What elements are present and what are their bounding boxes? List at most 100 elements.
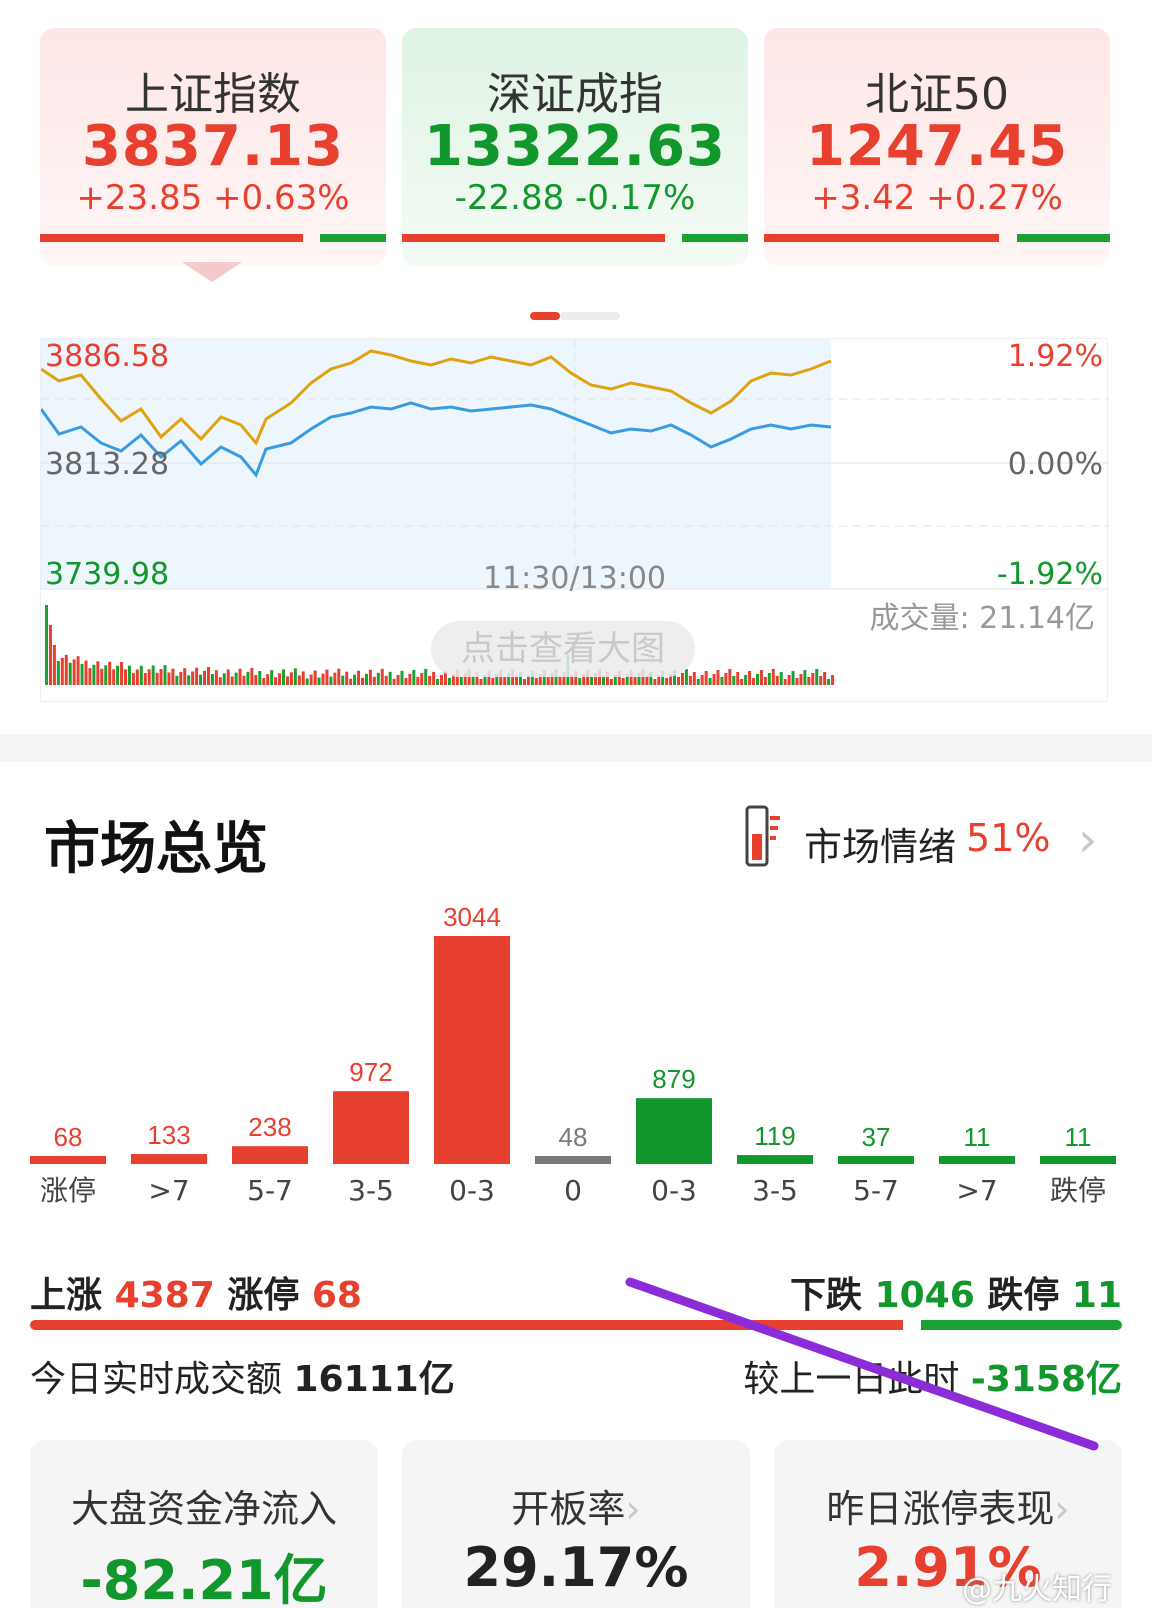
index-card-sh[interactable]: 上证指数 3837.13 +23.85 +0.63% bbox=[40, 28, 386, 266]
limit-up-count: 68 bbox=[311, 1275, 362, 1316]
volume-bar bbox=[317, 677, 321, 685]
distribution-bar bbox=[232, 1146, 308, 1164]
volume-bar bbox=[289, 672, 293, 685]
volume-bar bbox=[361, 677, 364, 685]
volume-bar bbox=[775, 675, 779, 685]
turnover-value: 16111亿 bbox=[293, 1359, 455, 1400]
volume-bar bbox=[116, 665, 120, 685]
volume-bar bbox=[357, 670, 361, 685]
distribution-category-label: 5-7 bbox=[853, 1174, 899, 1207]
distribution-category-label: >7 bbox=[148, 1174, 189, 1207]
chevron-right-icon: › bbox=[625, 1487, 641, 1531]
volume-bar bbox=[744, 674, 748, 685]
volume-bar bbox=[203, 670, 206, 685]
market-mood-label[interactable]: 市场情绪 bbox=[804, 825, 957, 869]
volume-bar bbox=[45, 605, 48, 685]
stat-value: 2.91% bbox=[854, 1536, 1042, 1599]
volume-bar bbox=[96, 661, 100, 685]
volume-bar bbox=[459, 676, 463, 685]
distribution-category-label: 0-3 bbox=[651, 1174, 697, 1207]
volume-bar bbox=[763, 676, 767, 685]
limit-down-count: 11 bbox=[1071, 1275, 1122, 1316]
distribution-category-label: 3-5 bbox=[752, 1174, 798, 1207]
volume-bar bbox=[688, 675, 692, 685]
volume-bar bbox=[329, 676, 333, 685]
limit-down-label: 跌停 bbox=[987, 1275, 1060, 1316]
volume-bar bbox=[112, 669, 116, 685]
distribution-category-label: 0 bbox=[564, 1174, 582, 1207]
distribution-category-label: 0-3 bbox=[449, 1174, 495, 1207]
volume-bar bbox=[428, 675, 432, 685]
watermark-text: @九火知行 bbox=[962, 1572, 1112, 1607]
volume-bar bbox=[609, 678, 613, 685]
distribution-value-label: 3044 bbox=[443, 902, 501, 932]
volume-bar bbox=[732, 675, 736, 685]
volume-bar bbox=[700, 674, 704, 685]
volume-bar bbox=[455, 669, 459, 685]
volume-bar bbox=[677, 676, 680, 685]
volume-bar bbox=[787, 674, 791, 685]
volume-bar bbox=[499, 669, 503, 685]
volume-bar bbox=[519, 671, 522, 685]
chevron-right-icon[interactable]: › bbox=[1078, 812, 1098, 868]
index-name: 深证成指 bbox=[487, 69, 663, 120]
volume-bar bbox=[222, 673, 226, 685]
stat-card-yesterday-limit-up[interactable]: 昨日涨停表现› 2.91% bbox=[774, 1440, 1122, 1608]
volume-bar bbox=[297, 675, 301, 685]
turnover-compare: 较上一日此时 -3158亿 bbox=[743, 1350, 1122, 1402]
volume-bar bbox=[594, 672, 598, 685]
volume-bar bbox=[199, 674, 203, 685]
volume-bar bbox=[605, 671, 609, 685]
volume-bar bbox=[578, 677, 582, 685]
volume-bar bbox=[771, 668, 775, 685]
volume-bar bbox=[503, 676, 507, 685]
distribution-category-label: >7 bbox=[956, 1174, 997, 1207]
intraday-chart[interactable]: 3886.58 3813.28 3739.98 1.92% 0.00% -1.9… bbox=[40, 338, 1109, 702]
volume-bar bbox=[586, 669, 590, 685]
distribution-category-label: 3-5 bbox=[348, 1174, 394, 1207]
volume-bar bbox=[278, 673, 282, 685]
volume-bar bbox=[471, 675, 475, 685]
volume-bar bbox=[657, 674, 661, 685]
volume-bar bbox=[143, 673, 147, 685]
volume-bar bbox=[376, 672, 380, 685]
volume-bar bbox=[274, 677, 278, 685]
volume-bar bbox=[92, 664, 96, 685]
volume-bar bbox=[191, 671, 195, 685]
volume-bar bbox=[254, 674, 258, 685]
volume-bar bbox=[309, 674, 313, 685]
volume-bar bbox=[724, 672, 728, 685]
volume-bar bbox=[680, 672, 684, 685]
volume-bar bbox=[645, 675, 649, 685]
rise-summary: 上涨 4387 涨停 68 bbox=[30, 1266, 362, 1318]
volume-bar bbox=[416, 676, 420, 685]
volume-bar bbox=[507, 672, 511, 685]
stat-title: 大盘资金净流入 bbox=[70, 1487, 337, 1531]
volume-bar bbox=[388, 671, 392, 685]
compare-label: 较上一日此时 bbox=[743, 1359, 960, 1400]
distribution-value-label: 972 bbox=[349, 1057, 392, 1087]
section-divider bbox=[0, 734, 1152, 762]
distribution-bar bbox=[737, 1155, 813, 1164]
distribution-category-label: 跌停 bbox=[1050, 1174, 1106, 1207]
stat-card-net-inflow[interactable]: 大盘资金净流入 -82.21亿 bbox=[30, 1440, 378, 1608]
volume-bar bbox=[392, 678, 396, 685]
volume-bar bbox=[282, 669, 285, 685]
stat-card-open-rate[interactable]: 开板率› 29.17% bbox=[402, 1440, 750, 1608]
volume-bar bbox=[195, 667, 199, 685]
index-price: 13322.63 bbox=[423, 114, 727, 179]
volume-bar bbox=[625, 673, 629, 685]
volume-bar bbox=[325, 669, 329, 685]
volume-bar bbox=[384, 675, 388, 685]
index-card-bj[interactable]: 北证50 1247.45 +3.42 +0.27% bbox=[764, 28, 1110, 266]
volume-bar bbox=[684, 668, 688, 685]
distribution-bar bbox=[838, 1156, 914, 1164]
volume-bar bbox=[412, 669, 416, 685]
volume-bar bbox=[530, 670, 534, 685]
index-card-sz[interactable]: 深证成指 13322.63 -22.88 -0.17% bbox=[402, 28, 748, 266]
volume-label: 成交量: 21.14亿 bbox=[869, 601, 1095, 636]
volume-bar bbox=[491, 677, 495, 685]
page-indicator bbox=[530, 312, 620, 320]
compare-value: -3158亿 bbox=[970, 1359, 1122, 1400]
view-large-chart-button[interactable]: 点击查看大图 bbox=[431, 621, 695, 677]
